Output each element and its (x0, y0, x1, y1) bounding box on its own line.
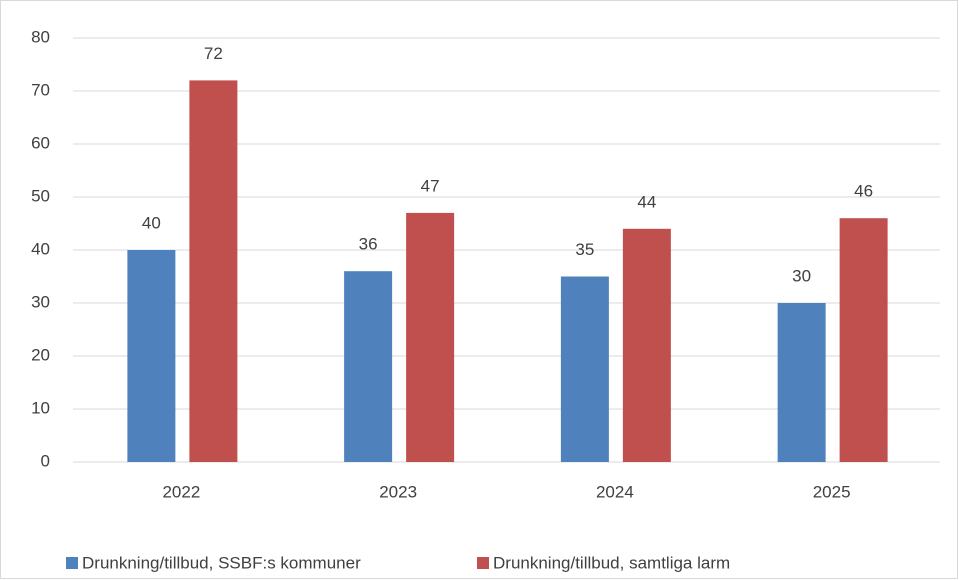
data-label: 72 (204, 44, 223, 63)
x-tick-label: 2023 (379, 482, 417, 501)
data-label: 40 (142, 213, 161, 232)
bar (839, 218, 888, 462)
bar (622, 228, 671, 462)
bar (344, 271, 393, 462)
data-label: 35 (575, 240, 594, 259)
data-label: 46 (854, 182, 873, 201)
legend-label: Drunkning/tillbud, samtliga larm (493, 553, 730, 572)
bar (127, 250, 176, 462)
data-label: 47 (421, 176, 440, 195)
y-tick-label: 80 (31, 27, 50, 46)
y-tick-label: 40 (31, 239, 50, 258)
y-tick-label: 0 (41, 451, 50, 470)
legend-swatch (477, 557, 489, 569)
data-label: 36 (359, 235, 378, 254)
bar (560, 276, 609, 462)
y-tick-label: 30 (31, 292, 50, 311)
data-label: 30 (792, 266, 811, 285)
bar (777, 303, 826, 462)
legend-swatch (66, 557, 78, 569)
x-tick-label: 2022 (162, 482, 200, 501)
bar (406, 212, 455, 462)
bar (189, 80, 238, 463)
y-tick-label: 70 (31, 80, 50, 99)
y-tick-label: 50 (31, 186, 50, 205)
y-tick-label: 20 (31, 345, 50, 364)
x-tick-label: 2024 (596, 482, 634, 501)
y-tick-label: 60 (31, 133, 50, 152)
y-tick-label: 10 (31, 398, 50, 417)
data-label: 44 (637, 192, 656, 211)
x-tick-label: 2025 (813, 482, 851, 501)
legend-label: Drunkning/tillbud, SSBF:s kommuner (82, 553, 361, 572)
